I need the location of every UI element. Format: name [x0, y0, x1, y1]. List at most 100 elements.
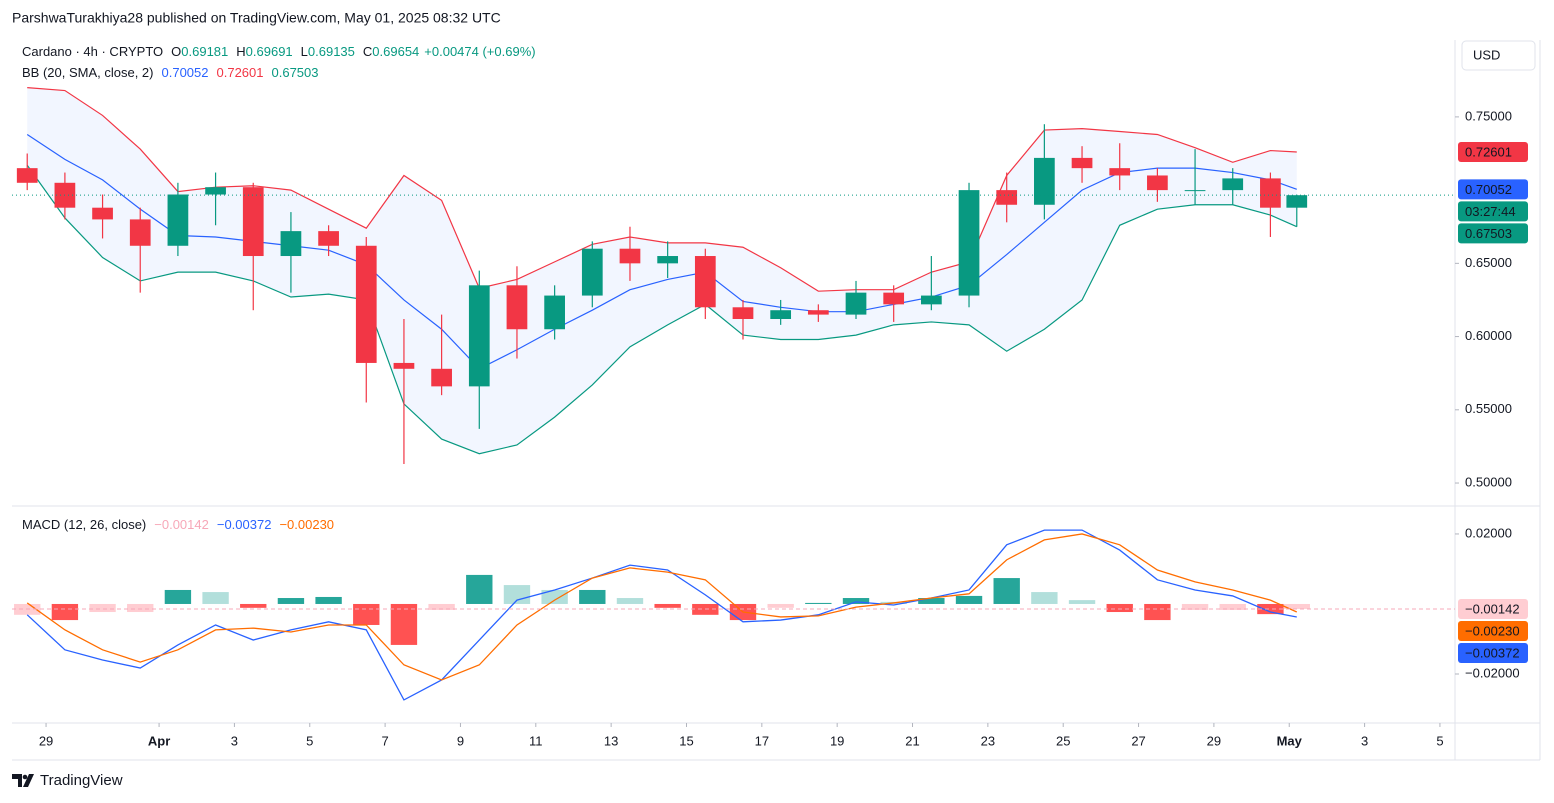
histogram-bar	[1181, 603, 1209, 610]
histogram-bar	[164, 589, 192, 604]
candle-body	[242, 187, 264, 257]
y-tick-label: 0.50000	[1465, 474, 1512, 489]
candle-body	[845, 292, 867, 315]
candle-body	[1286, 195, 1308, 208]
indicator-title: BB (20, SMA, close, 2)	[22, 65, 154, 80]
histogram-bar	[315, 596, 342, 604]
histogram-bar	[541, 589, 568, 604]
x-tick-label: Apr	[148, 733, 170, 748]
histogram-bar	[127, 603, 154, 613]
candle-body	[807, 310, 829, 315]
y-tick-label: 0.02000	[1465, 525, 1512, 540]
candle-body	[92, 207, 113, 220]
histogram-bar	[428, 603, 455, 610]
logo-mark	[23, 774, 34, 787]
logo-mark	[12, 774, 22, 787]
histogram-bar	[918, 598, 945, 604]
brand-logo	[12, 774, 34, 787]
candle-body	[1109, 168, 1131, 176]
histogram-bar	[277, 598, 305, 604]
y-tick-label: 0.75000	[1465, 108, 1512, 123]
candle-body	[1071, 157, 1093, 169]
band-fill	[27, 87, 1297, 454]
candle-body	[619, 248, 641, 264]
candle-body	[657, 256, 679, 264]
x-tick-label: 27	[1131, 733, 1145, 748]
histogram-bar	[616, 598, 644, 604]
candle-body	[129, 219, 151, 246]
ohlc-value: 0.69181	[181, 44, 228, 59]
candle-body	[16, 168, 38, 183]
candle-body	[1260, 178, 1281, 208]
axis-label-box	[1458, 201, 1528, 222]
x-tick-label: 29	[1207, 733, 1221, 748]
candle-body	[506, 285, 528, 330]
histogram-bar	[767, 603, 794, 608]
candle-body	[770, 310, 792, 319]
ohlc-label: O	[171, 44, 181, 59]
candle-body	[280, 231, 302, 257]
x-tick-label: 15	[679, 733, 693, 748]
y-tick-label: 0.60000	[1465, 328, 1512, 343]
axis-label: −0.00230	[1465, 623, 1520, 638]
candle-body	[1222, 178, 1244, 191]
ohlc-value: 0.69135	[308, 44, 355, 59]
histogram-bar	[240, 603, 267, 608]
candle-body	[468, 285, 490, 387]
brand-name: TradingView	[40, 772, 123, 789]
axis-label: 0.67503	[1465, 226, 1512, 241]
axis-label-box	[1458, 642, 1528, 663]
histogram-bar	[842, 598, 870, 604]
x-tick-label: 5	[306, 733, 313, 748]
change: +0.00474 (+0.69%)	[424, 44, 535, 59]
x-tick-label: 11	[529, 733, 543, 748]
histogram-bar	[1144, 603, 1171, 621]
axis-label-box	[1458, 223, 1528, 244]
candle-body	[996, 190, 1018, 205]
candle-body	[883, 292, 905, 305]
candle-body	[732, 307, 754, 319]
macd-pane	[14, 529, 1310, 701]
candle-body	[167, 194, 189, 246]
band-line	[26, 133, 1297, 370]
axis-label: −0.00142	[1465, 601, 1520, 616]
macd-line	[26, 533, 1298, 681]
histogram-bar	[89, 603, 116, 613]
histogram-bar	[51, 603, 79, 621]
indicator-value: −0.00230	[279, 517, 334, 532]
histogram-bar	[579, 589, 606, 604]
histogram-bar	[955, 595, 983, 604]
y-tick-label: 0.55000	[1465, 401, 1512, 416]
histogram-bar	[353, 603, 380, 625]
ohlc-value: 0.69691	[246, 44, 293, 59]
legend: BB (20, SMA, close, 2) 0.70052 0.72601 0.67…	[22, 65, 319, 80]
indicator-title: MACD (12, 26, close)	[22, 517, 146, 532]
candle-body	[544, 295, 565, 330]
histogram-bar	[202, 592, 229, 604]
indicator-value: 0.72601	[217, 65, 264, 80]
histogram-bar	[1257, 603, 1284, 615]
ohlc-value: 0.69654	[372, 44, 419, 59]
histogram-bar	[654, 603, 681, 608]
axis-label: 03:27:44	[1465, 204, 1516, 219]
candle-body	[355, 245, 377, 363]
indicator-value: 0.67503	[272, 65, 319, 80]
indicator-value: −0.00142	[154, 517, 209, 532]
ohlc-label: C	[363, 44, 372, 59]
x-tick-label: 5	[1436, 733, 1443, 748]
currency-button[interactable]	[1461, 40, 1536, 71]
histogram-bar	[1068, 600, 1096, 604]
histogram-bar	[993, 578, 1020, 604]
axis-label-box	[1458, 179, 1528, 200]
axis-label-box	[1458, 620, 1528, 641]
histogram-bar	[805, 602, 832, 604]
y-tick-label: −0.02000	[1465, 665, 1520, 680]
currency[interactable]: USD	[1473, 47, 1500, 62]
price-pane	[16, 87, 1308, 464]
candle-body	[694, 256, 716, 308]
indicator-value: −0.00372	[217, 517, 272, 532]
legend: MACD (12, 26, close) −0.00142 −0.00372 −0.0…	[22, 517, 334, 532]
x-tick-label: 7	[381, 733, 388, 748]
